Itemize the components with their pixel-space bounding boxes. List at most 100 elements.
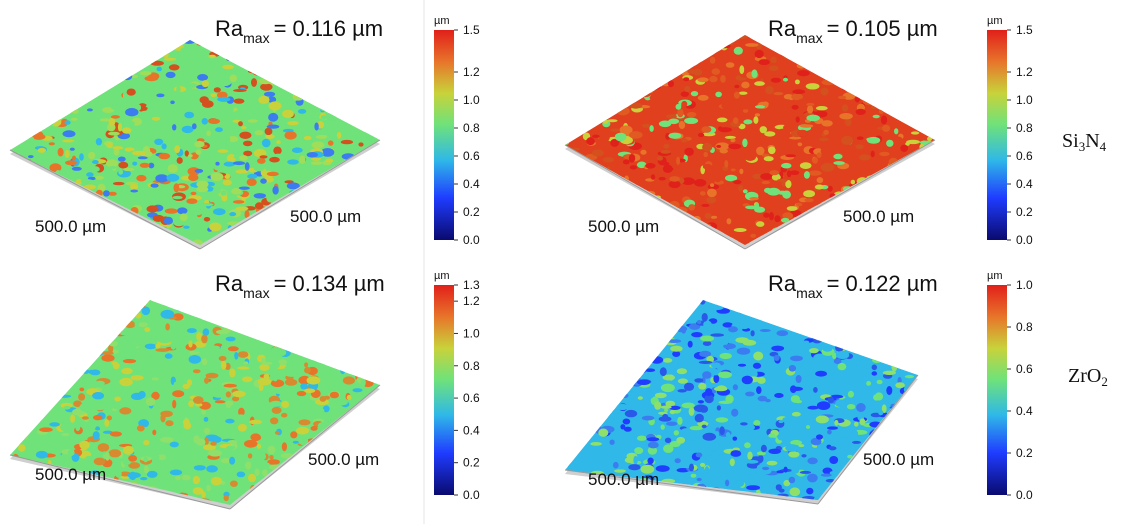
surface-speckle (118, 162, 128, 169)
surface-speckle (0, 164, 10, 168)
surface-speckle (238, 121, 243, 126)
surface-speckle (664, 409, 668, 412)
surface-speckle (634, 288, 644, 295)
surface-speckle (0, 165, 4, 172)
surface-speckle (581, 329, 594, 337)
surface-speckle (1, 389, 14, 395)
surface-speckle (380, 134, 387, 140)
surface-speckle (13, 45, 19, 50)
surface-speckle (872, 479, 885, 484)
surface-speckle (761, 445, 767, 453)
surface-speckle (607, 119, 618, 122)
surface-speckle (325, 158, 333, 162)
surface-speckle (756, 147, 764, 156)
surface-speckle (660, 150, 670, 154)
surface-speckle (17, 496, 24, 499)
surface-speckle (299, 156, 306, 164)
surface-speckle (174, 145, 180, 153)
surface-speckle (710, 305, 724, 311)
surface-speckle (94, 206, 101, 210)
surface-speckle (580, 212, 587, 220)
surface-speckle (911, 500, 923, 504)
surface-speckle (136, 502, 150, 509)
surface-speckle (303, 413, 308, 417)
surface-speckle (739, 65, 744, 74)
surface-speckle (696, 474, 708, 478)
surface-speckle (832, 209, 837, 218)
surface-speckle (112, 146, 123, 149)
surface-speckle (134, 496, 147, 500)
surface-speckle (691, 91, 698, 96)
surface-speckle (337, 329, 345, 335)
surface-speckle (813, 157, 818, 164)
surface-speckle (703, 321, 712, 329)
surface-speckle (224, 495, 229, 501)
surface-speckle (370, 75, 380, 78)
surface-speckle (834, 64, 847, 68)
surface-speckle (142, 307, 151, 316)
surface-speckle (362, 97, 371, 106)
surface-speckle (161, 310, 175, 319)
surface-speckle (58, 297, 70, 305)
surface-speckle (269, 220, 283, 227)
surface-speckle (56, 79, 68, 84)
surface-speckle (251, 391, 258, 396)
surface-speckle (263, 60, 273, 67)
surface-speckle (260, 178, 267, 183)
surface-speckle (361, 156, 371, 160)
surface-speckle (897, 88, 907, 95)
surface-speckle (65, 169, 73, 173)
surface-speckle (276, 315, 285, 320)
surface-speckle (39, 427, 53, 432)
surface-speckle (574, 493, 578, 502)
surface-speckle (868, 240, 880, 248)
surface-speckle (291, 498, 301, 505)
surface-speckle (661, 506, 674, 509)
surface-speckle (733, 384, 738, 390)
surface-speckle (201, 335, 207, 344)
surface-speckle (132, 249, 142, 255)
surface-speckle (674, 288, 683, 295)
surface-speckle (77, 201, 82, 205)
surface-speckle (181, 283, 190, 287)
surface-speckle (601, 206, 613, 211)
surface-speckle (311, 426, 318, 431)
surface-speckle (132, 162, 137, 166)
surface-speckle (243, 141, 252, 147)
surface-speckle (319, 316, 327, 322)
surface-speckle (387, 375, 392, 380)
surface-speckle (935, 471, 941, 476)
surface-speckle (915, 313, 928, 321)
surface-speckle (760, 329, 771, 332)
surface-speckle (629, 286, 641, 292)
surface-speckle (326, 136, 336, 141)
surface-speckle (701, 204, 709, 207)
surface-speckle (118, 309, 122, 315)
surface-speckle (160, 411, 173, 417)
surface-speckle (847, 404, 855, 409)
surface-speckle (635, 502, 643, 506)
surface-speckle (629, 103, 642, 109)
surface-speckle (351, 423, 363, 429)
surface-speckle (170, 442, 179, 448)
surface-speckle (594, 321, 607, 329)
surface-speckle (30, 41, 39, 45)
surface-speckle (922, 328, 928, 334)
surface-speckle (72, 109, 79, 114)
surface-speckle (841, 507, 855, 513)
surface-speckle (603, 364, 616, 371)
surface-speckle (337, 235, 350, 240)
surface-speckle (910, 424, 923, 432)
surface-speckle (229, 250, 237, 257)
surface-speckle (83, 296, 93, 303)
surface-speckle (681, 309, 692, 316)
surface-speckle (669, 283, 673, 290)
surface-speckle (643, 250, 653, 256)
surface-speckle (931, 484, 940, 487)
surface-speckle (806, 246, 815, 251)
surface-speckle (923, 493, 932, 501)
surface-speckle (721, 103, 732, 110)
surface-speckle (586, 65, 595, 73)
surface-speckle (144, 231, 151, 238)
colorbar-tick-label: 1.0 (1016, 278, 1033, 292)
